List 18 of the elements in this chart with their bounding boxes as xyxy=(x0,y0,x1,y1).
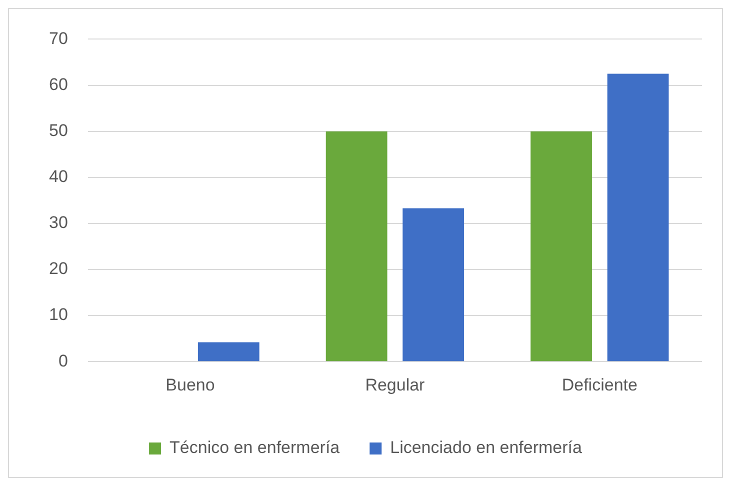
y-tick-label: 0 xyxy=(58,351,68,370)
x-tick-label: Regular xyxy=(365,375,426,394)
y-tick-label: 30 xyxy=(48,213,68,232)
y-tick-label: 50 xyxy=(48,121,68,140)
bar xyxy=(198,342,260,362)
y-tick-label: 10 xyxy=(48,305,68,324)
y-tick-label: 60 xyxy=(48,74,68,94)
bar xyxy=(402,208,464,362)
x-tick-label: Bueno xyxy=(166,375,215,394)
bar xyxy=(530,131,592,362)
y-tick-label: 20 xyxy=(48,259,68,278)
x-tick-label: Deficiente xyxy=(562,375,638,394)
legend-label: Licenciado en enfermería xyxy=(390,438,583,458)
y-tick-label: 40 xyxy=(48,167,68,186)
y-tick-label: 70 xyxy=(48,28,68,48)
bar xyxy=(326,131,388,362)
legend-label: Técnico en enfermería xyxy=(170,438,340,458)
bar xyxy=(607,74,669,362)
